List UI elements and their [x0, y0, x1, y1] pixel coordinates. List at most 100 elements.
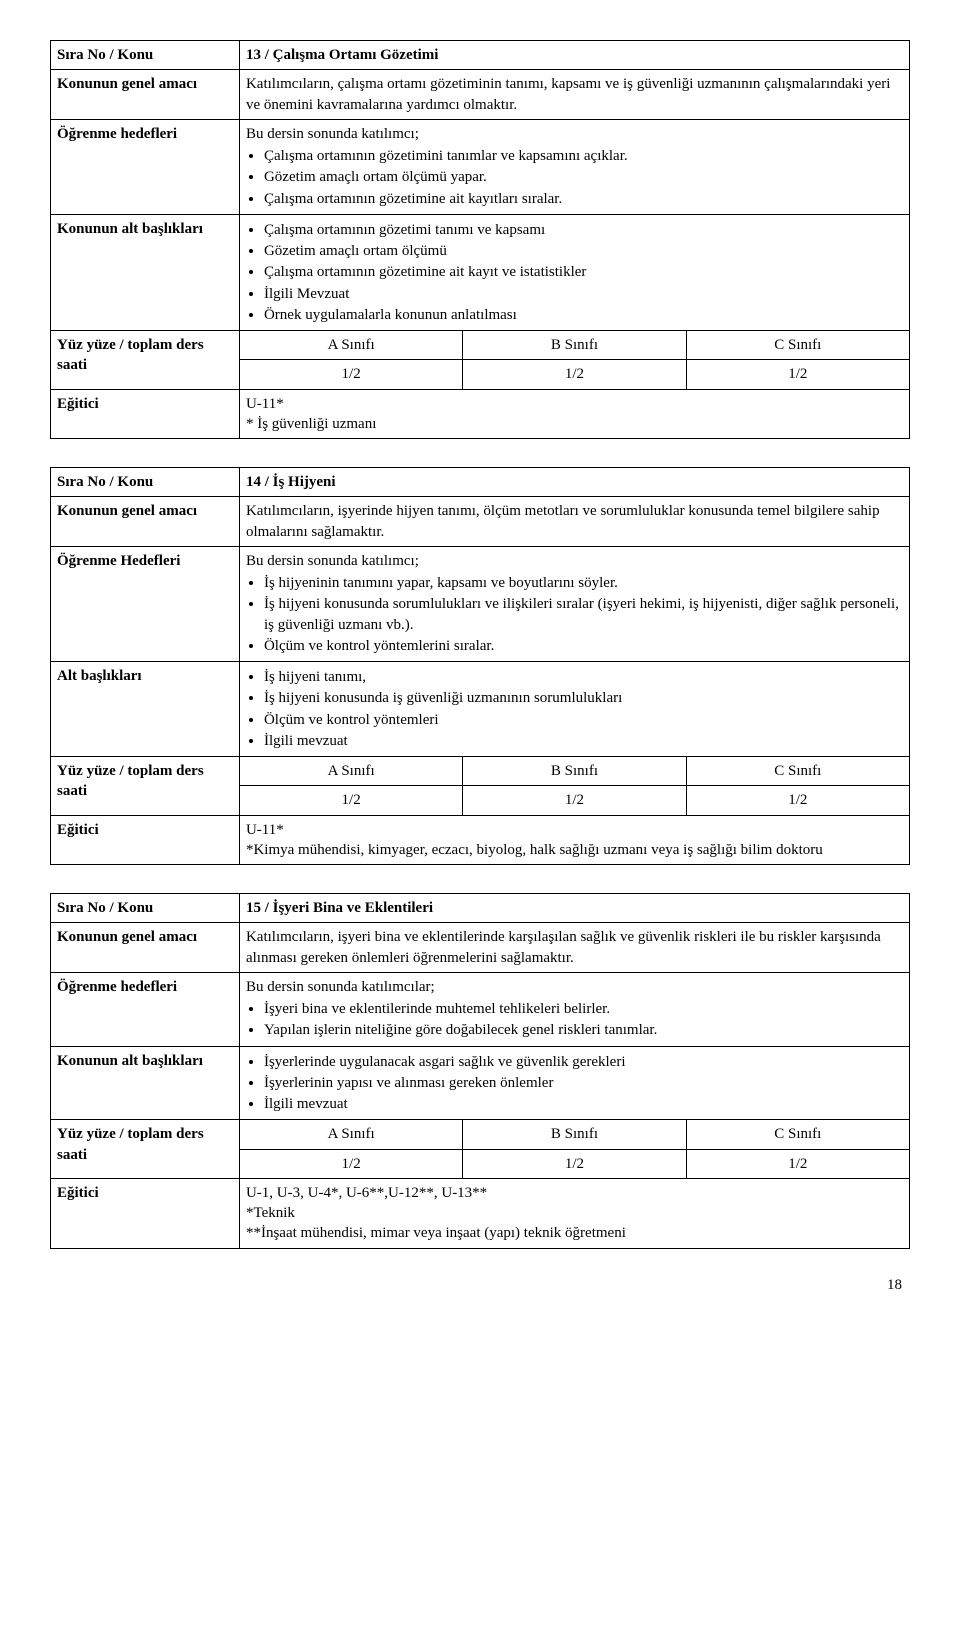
bullet-list: İş hijyeninin tanımını yapar, kapsamı ve… — [246, 573, 903, 656]
row-content: Çalışma ortamının gözetimi tanımı ve kap… — [239, 214, 909, 330]
table-row: Alt başlıklarıİş hijyeni tanımı,İş hijye… — [51, 662, 910, 757]
hours-cell: 1/2 — [463, 786, 686, 815]
hours-cell: 1/2 — [239, 360, 462, 389]
info-table: Sıra No / Konu 14 / İş Hijyeni Konunun gen… — [50, 467, 910, 865]
list-item: İşyeri bina ve eklentilerinde muhtemel t… — [264, 999, 903, 1019]
hours-cell: 1/2 — [463, 360, 686, 389]
class-header: C Sınıfı — [686, 331, 909, 360]
row-content: İşyerlerinde uygulanacak asgari sağlık v… — [239, 1046, 909, 1120]
bullet-list: Çalışma ortamının gözetimini tanımlar ve… — [246, 146, 903, 209]
row-label: Sıra No / Konu — [51, 41, 240, 70]
hours-cell: 1/2 — [239, 786, 462, 815]
list-item: Çalışma ortamının gözetimine ait kayıt v… — [264, 262, 903, 282]
info-table: Sıra No / Konu 15 / İşyeri Bina ve Eklent… — [50, 893, 910, 1249]
row-content: 13 / Çalışma Ortamı Gözetimi — [239, 41, 909, 70]
text-line: U-11* — [246, 394, 903, 414]
row-content: Bu dersin sonunda katılımcı;Çalışma orta… — [239, 119, 909, 214]
class-header: B Sınıfı — [463, 1120, 686, 1149]
list-item: İşyerlerinin yapısı ve alınması gereken … — [264, 1073, 903, 1093]
row-content: İş hijyeni tanımı,İş hijyeni konusunda i… — [239, 662, 909, 757]
list-item: İlgili mevzuat — [264, 731, 903, 751]
class-header: A Sınıfı — [239, 331, 462, 360]
row-content: 15 / İşyeri Bina ve Eklentileri — [239, 894, 909, 923]
list-item: İş hijyeninin tanımını yapar, kapsamı ve… — [264, 573, 903, 593]
table-row: Konunun alt başlıkları Çalışma ortamının … — [51, 214, 910, 330]
row-label: Konunun alt başlıkları — [51, 214, 240, 330]
page-number: 18 — [50, 1277, 910, 1294]
row-label: Sıra No / Konu — [51, 894, 240, 923]
list-item: Ölçüm ve kontrol yöntemleri — [264, 710, 903, 730]
list-item: Örnek uygulamalarla konunun anlatılması — [264, 305, 903, 325]
list-item: Yapılan işlerin niteliğine göre doğabile… — [264, 1020, 903, 1040]
table-row: Konunun genel amacıKatılımcıların, işyer… — [51, 923, 910, 973]
row-label: Eğitici — [51, 1178, 240, 1248]
class-header: C Sınıfı — [686, 1120, 909, 1149]
row-title: 15 / İşyeri Bina ve Eklentileri — [246, 900, 433, 916]
text-line: U-1, U-3, U-4*, U-6**,U-12**, U-13** — [246, 1183, 903, 1203]
row-text: Katılımcıların, çalışma ortamı gözetimin… — [246, 74, 903, 115]
table-row: Öğrenme HedefleriBu dersin sonunda katıl… — [51, 546, 910, 661]
list-item: Çalışma ortamının gözetimi tanımı ve kap… — [264, 220, 903, 240]
list-item: İlgili Mevzuat — [264, 284, 903, 304]
row-title: 14 / İş Hijyeni — [246, 474, 336, 490]
row-label: Konunun genel amacı — [51, 497, 240, 547]
list-item: Çalışma ortamının gözetimini tanımlar ve… — [264, 146, 903, 166]
row-content: Katılımcıların, çalışma ortamı gözetimin… — [239, 70, 909, 120]
text-line: U-11* — [246, 820, 903, 840]
row-label: Yüz yüze / toplam ders saati — [51, 1120, 240, 1179]
info-table: Sıra No / Konu 13 / Çalışma Ortamı Gözeti… — [50, 40, 910, 439]
text-line: **İnşaat mühendisi, mimar veya inşaat (y… — [246, 1223, 903, 1243]
table-row: Öğrenme hedefleriBu dersin sonunda katıl… — [51, 972, 910, 1046]
class-header: B Sınıfı — [463, 331, 686, 360]
row-text: Katılımcıların, işyeri bina ve eklentile… — [246, 927, 903, 968]
list-item: İş hijyeni tanımı, — [264, 667, 903, 687]
table-row: Konunun genel amacıKatılımcıların, çalış… — [51, 70, 910, 120]
hours-cell: 1/2 — [463, 1149, 686, 1178]
hours-cell: 1/2 — [686, 1149, 909, 1178]
table-row: Sıra No / Konu 15 / İşyeri Bina ve Eklent… — [51, 894, 910, 923]
row-content: Bu dersin sonunda katılımcı;İş hijyenini… — [239, 546, 909, 661]
list-item: İlgili mevzuat — [264, 1094, 903, 1114]
row-label: Yüz yüze / toplam ders saati — [51, 331, 240, 390]
row-content: Bu dersin sonunda katılımcılar;İşyeri bi… — [239, 972, 909, 1046]
row-intro: Bu dersin sonunda katılımcı; — [246, 551, 903, 571]
hours-cell: 1/2 — [239, 1149, 462, 1178]
table-row: Öğrenme hedefleriBu dersin sonunda katıl… — [51, 119, 910, 214]
row-content: Katılımcıların, işyerinde hijyen tanımı,… — [239, 497, 909, 547]
list-item: Çalışma ortamının gözetimine ait kayıtla… — [264, 189, 903, 209]
table-row: Sıra No / Konu 13 / Çalışma Ortamı Gözeti… — [51, 41, 910, 70]
list-item: İş hijyeni konusunda iş güvenliği uzmanı… — [264, 688, 903, 708]
row-label: Eğitici — [51, 389, 240, 439]
row-label: Öğrenme Hedefleri — [51, 546, 240, 661]
row-intro: Bu dersin sonunda katılımcılar; — [246, 977, 903, 997]
row-content: U-11** İş güvenliği uzmanı — [239, 389, 909, 439]
table-row: Sıra No / Konu 14 / İş Hijyeni — [51, 468, 910, 497]
table-row: Yüz yüze / toplam ders saatiA SınıfıB Sı… — [51, 331, 910, 360]
table-row: Yüz yüze / toplam ders saatiA SınıfıB Sı… — [51, 1120, 910, 1149]
row-content: Katılımcıların, işyeri bina ve eklentile… — [239, 923, 909, 973]
table-row: EğiticiU-11** İş güvenliği uzmanı — [51, 389, 910, 439]
table-row: Yüz yüze / toplam ders saatiA SınıfıB Sı… — [51, 757, 910, 786]
list-item: Gözetim amaçlı ortam ölçümü yapar. — [264, 167, 903, 187]
list-item: İş hijyeni konusunda sorumlulukları ve i… — [264, 594, 903, 635]
bullet-list: İşyeri bina ve eklentilerinde muhtemel t… — [246, 999, 903, 1041]
row-label: Öğrenme hedefleri — [51, 972, 240, 1046]
bullet-list: İş hijyeni tanımı,İş hijyeni konusunda i… — [246, 667, 903, 751]
hours-cell: 1/2 — [686, 360, 909, 389]
table-row: Konunun genel amacıKatılımcıların, işyer… — [51, 497, 910, 547]
table-row: Konunun alt başlıklarıİşyerlerinde uygul… — [51, 1046, 910, 1120]
row-label: Konunun genel amacı — [51, 923, 240, 973]
row-title: 13 / Çalışma Ortamı Gözetimi — [246, 47, 438, 63]
row-text: Katılımcıların, işyerinde hijyen tanımı,… — [246, 501, 903, 542]
class-header: A Sınıfı — [239, 757, 462, 786]
list-item: Ölçüm ve kontrol yöntemlerini sıralar. — [264, 636, 903, 656]
list-item: İşyerlerinde uygulanacak asgari sağlık v… — [264, 1052, 903, 1072]
row-content: U-1, U-3, U-4*, U-6**,U-12**, U-13***Tek… — [239, 1178, 909, 1248]
row-content: U-11**Kimya mühendisi, kimyager, eczacı,… — [239, 815, 909, 865]
row-label: Öğrenme hedefleri — [51, 119, 240, 214]
row-label: Yüz yüze / toplam ders saati — [51, 757, 240, 816]
row-label: Sıra No / Konu — [51, 468, 240, 497]
list-item: Gözetim amaçlı ortam ölçümü — [264, 241, 903, 261]
class-header: A Sınıfı — [239, 1120, 462, 1149]
row-label: Alt başlıkları — [51, 662, 240, 757]
